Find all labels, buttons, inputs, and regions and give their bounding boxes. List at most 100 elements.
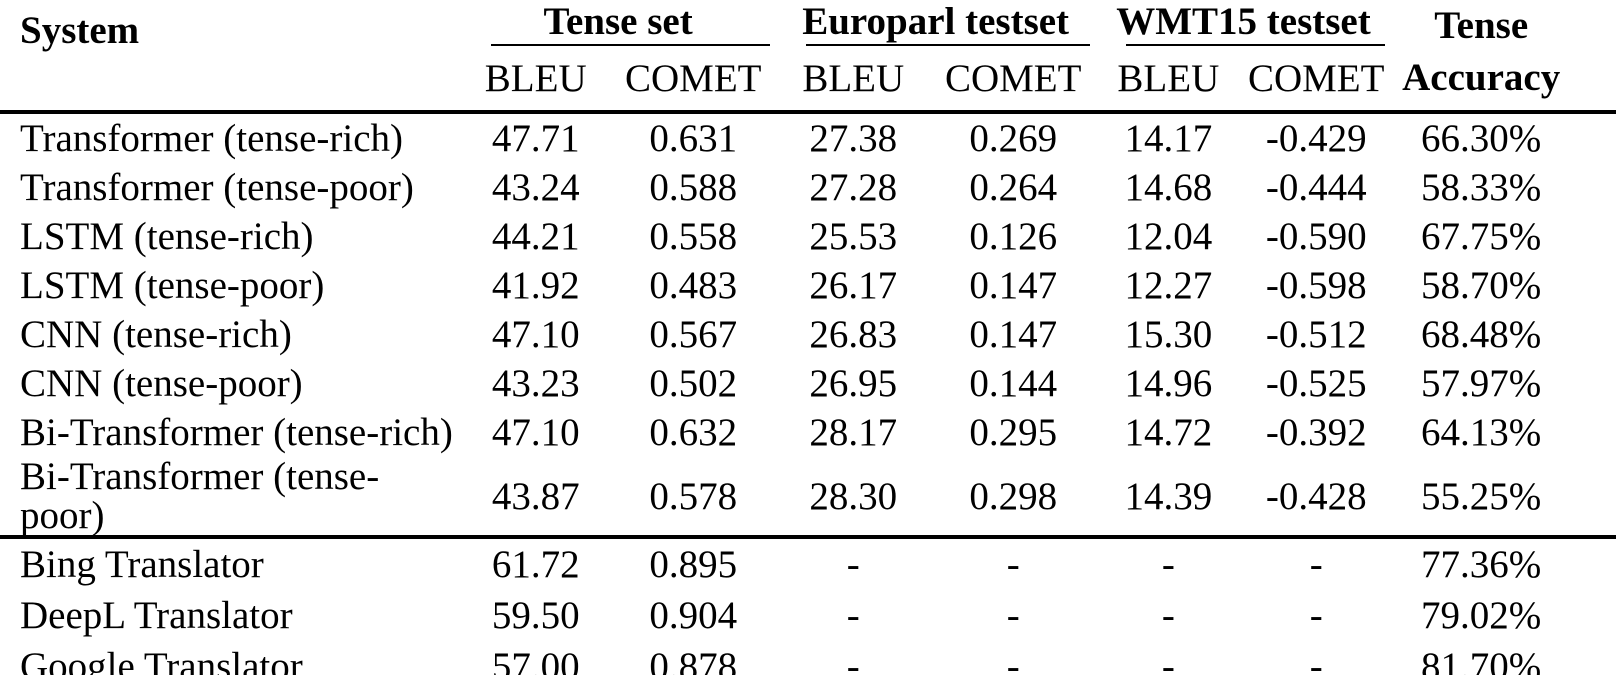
cell-wmt15-bleu: 12.27 bbox=[1124, 264, 1213, 307]
table-header: System Tense set Europarl testset WMT15 … bbox=[0, 0, 1616, 114]
cell-europarl-comet: 0.147 bbox=[969, 313, 1058, 356]
table-row: DeepL Translator 59.50 0.904 - - - - 79.… bbox=[0, 590, 1616, 641]
cell-europarl-comet: 0.295 bbox=[969, 411, 1058, 454]
cell-wmt15-comet: -0.525 bbox=[1265, 362, 1367, 405]
cell-europarl-comet: - bbox=[1006, 645, 1020, 675]
cell-wmt15-comet: -0.428 bbox=[1265, 474, 1367, 518]
cell-tense-bleu: 43.24 bbox=[491, 166, 580, 209]
cell-wmt15-bleu: - bbox=[1161, 645, 1175, 675]
cell-tense-comet: 0.558 bbox=[649, 215, 738, 258]
row-label: Bing Translator bbox=[0, 535, 461, 590]
cell-tense-accuracy: 67.75% bbox=[1421, 215, 1542, 258]
table-row: Bi-Transformer (tense-poor) 43.87 0.578 … bbox=[0, 457, 1616, 537]
row-label: Google Translator bbox=[20, 645, 303, 675]
cell-europarl-bleu: 26.17 bbox=[809, 264, 898, 307]
row-label: Bi-Transformer (tense-rich) bbox=[20, 411, 453, 454]
cell-wmt15-bleu: 12.04 bbox=[1124, 215, 1213, 258]
cell-europarl-bleu: 27.28 bbox=[809, 166, 898, 209]
table-row: CNN (tense-poor) 43.23 0.502 26.95 0.144… bbox=[0, 359, 1616, 408]
cell-europarl-bleu: 27.38 bbox=[809, 117, 898, 160]
cell-tense-accuracy: 57.97% bbox=[1421, 362, 1542, 405]
cell-europarl-comet: - bbox=[1006, 594, 1020, 637]
cell-wmt15-comet: -0.590 bbox=[1265, 215, 1367, 258]
cell-tense-accuracy: 58.70% bbox=[1421, 264, 1542, 307]
cell-europarl-bleu: - bbox=[846, 594, 860, 637]
cell-europarl-comet: 0.147 bbox=[969, 264, 1058, 307]
cell-tense-comet: 0.483 bbox=[649, 264, 738, 307]
cell-tense-bleu: 41.92 bbox=[491, 264, 580, 307]
cell-europarl-bleu: 28.30 bbox=[809, 474, 898, 518]
cell-tense-bleu: 59.50 bbox=[491, 594, 580, 637]
column-group-wmt15-testset: WMT15 testset bbox=[1096, 0, 1392, 46]
cell-tense-comet: 0.567 bbox=[649, 313, 738, 356]
cell-tense-bleu: 47.10 bbox=[491, 313, 580, 356]
cell-tense-accuracy: 79.02% bbox=[1421, 594, 1542, 637]
cell-wmt15-comet: - bbox=[1309, 594, 1323, 637]
subheader-tense-comet: COMET bbox=[610, 46, 776, 114]
cell-europarl-bleu: 25.53 bbox=[809, 215, 898, 258]
section-commercial-translators: Bing Translator 61.72 0.895 - - - - 77.3… bbox=[0, 535, 1616, 675]
cell-wmt15-bleu: 14.39 bbox=[1124, 474, 1213, 518]
cell-europarl-comet: - bbox=[930, 535, 1096, 590]
cell-europarl-bleu: 26.83 bbox=[809, 313, 898, 356]
cell-europarl-bleu: 28.17 bbox=[809, 411, 898, 454]
cell-tense-accuracy: 64.13% bbox=[1421, 411, 1542, 454]
cell-tense-comet: 0.632 bbox=[649, 411, 738, 454]
header-group-row: System Tense set Europarl testset WMT15 … bbox=[0, 0, 1616, 114]
cell-tense-bleu: 47.71 bbox=[491, 117, 580, 160]
table-row: CNN (tense-rich) 47.10 0.567 26.83 0.147… bbox=[0, 310, 1616, 359]
cell-europarl-bleu: - bbox=[846, 645, 860, 675]
cell-europarl-comet: 0.298 bbox=[969, 474, 1058, 518]
group-underline-tense-set bbox=[490, 44, 770, 46]
cell-europarl-bleu: - bbox=[775, 535, 931, 590]
cell-wmt15-bleu: - bbox=[1095, 535, 1242, 590]
column-group-tense-set: Tense set bbox=[461, 0, 776, 46]
cell-wmt15-bleu: 14.72 bbox=[1124, 411, 1213, 454]
cell-wmt15-bleu: 14.17 bbox=[1124, 117, 1213, 160]
cell-tense-bleu: 57.00 bbox=[491, 645, 580, 675]
cell-wmt15-comet: - bbox=[1309, 645, 1323, 675]
subheader-wmt15-bleu: BLEU bbox=[1095, 46, 1242, 114]
cell-europarl-bleu: 26.95 bbox=[809, 362, 898, 405]
table-row: Transformer (tense-poor) 43.24 0.588 27.… bbox=[0, 163, 1616, 212]
row-label: Bi-Transformer (tense-poor) bbox=[20, 455, 380, 537]
cell-tense-comet: 0.502 bbox=[649, 362, 738, 405]
tense-accuracy-line1: Tense bbox=[1434, 4, 1529, 47]
cell-tense-comet: 0.904 bbox=[649, 594, 738, 637]
subheader-wmt15-comet: COMET bbox=[1241, 46, 1392, 114]
tense-accuracy-line2: Accuracy bbox=[1402, 56, 1561, 99]
table-row: Bing Translator 61.72 0.895 - - - - 77.3… bbox=[0, 535, 1616, 590]
cell-wmt15-comet: -0.429 bbox=[1265, 117, 1367, 160]
row-label: LSTM (tense-poor) bbox=[20, 264, 325, 307]
column-header-tense-accuracy: Tense Accuracy bbox=[1391, 0, 1616, 114]
row-label: Transformer (tense-poor) bbox=[20, 166, 414, 209]
cell-europarl-comet: 0.144 bbox=[969, 362, 1058, 405]
cell-tense-comet: 0.588 bbox=[649, 166, 738, 209]
cell-tense-bleu: 43.23 bbox=[491, 362, 580, 405]
cell-wmt15-bleu: 14.96 bbox=[1124, 362, 1213, 405]
cell-tense-accuracy: 68.48% bbox=[1421, 313, 1542, 356]
cell-tense-comet: 0.578 bbox=[649, 474, 738, 518]
table-row: Google Translator 57.00 0.878 - - - - 81… bbox=[0, 641, 1616, 675]
group-label: Europarl testset bbox=[802, 0, 1070, 43]
table-row: Bi-Transformer (tense-rich) 47.10 0.632 … bbox=[0, 408, 1616, 457]
cell-tense-bleu: 43.87 bbox=[491, 474, 580, 518]
cell-tense-comet: 0.631 bbox=[649, 117, 738, 160]
cell-wmt15-comet: -0.444 bbox=[1265, 166, 1367, 209]
cell-tense-accuracy: 77.36% bbox=[1391, 535, 1616, 590]
cell-wmt15-bleu: 15.30 bbox=[1124, 313, 1213, 356]
cell-europarl-comet: 0.264 bbox=[969, 166, 1058, 209]
cell-europarl-comet: 0.126 bbox=[969, 215, 1058, 258]
cell-tense-accuracy: 81.70% bbox=[1421, 645, 1542, 675]
cell-wmt15-comet: -0.598 bbox=[1265, 264, 1367, 307]
row-label: CNN (tense-rich) bbox=[20, 313, 292, 356]
subheader-europarl-bleu: BLEU bbox=[775, 46, 931, 114]
group-underline-europarl-testset bbox=[805, 44, 1090, 46]
cell-wmt15-comet: -0.392 bbox=[1265, 411, 1367, 454]
cell-wmt15-bleu: - bbox=[1161, 594, 1175, 637]
subheader-tense-bleu: BLEU bbox=[460, 46, 611, 114]
cell-wmt15-comet: -0.512 bbox=[1265, 313, 1367, 356]
table-row: Transformer (tense-rich) 47.71 0.631 27.… bbox=[0, 112, 1616, 163]
